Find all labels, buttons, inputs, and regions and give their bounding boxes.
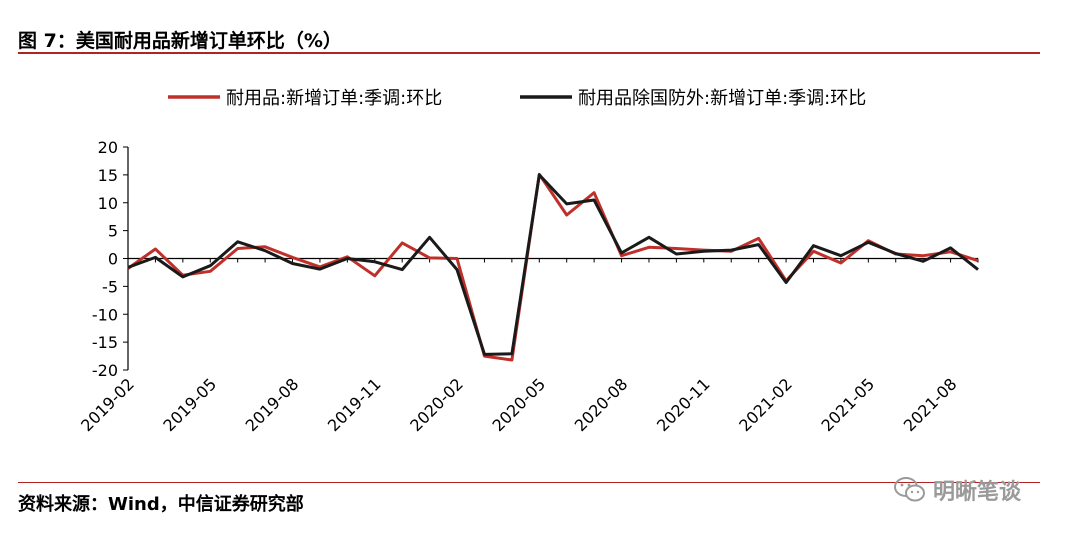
x-tick-label: 2020-11: [653, 374, 714, 435]
x-tick-label: 2019-08: [242, 374, 303, 435]
source-note: 资料来源：Wind，中信证券研究部: [18, 494, 304, 515]
y-tick-label: -15: [92, 333, 118, 352]
x-tick-label: 2021-05: [818, 374, 879, 435]
axes: -20 -15 -10 -5 0 5 10 15 20 2019-02 2019-05 2019-08…: [77, 138, 979, 435]
x-tick-label: 2019-11: [324, 374, 385, 435]
y-tick-label: -5: [102, 277, 118, 296]
x-tick-label: 2020-08: [571, 374, 632, 435]
title-divider: [18, 52, 1040, 54]
series-lines: [127, 172, 979, 362]
footer-divider: [18, 482, 1040, 483]
series-line-2: [127, 173, 979, 356]
y-tick-label: 10: [98, 194, 118, 213]
y-tick-label: -20: [92, 361, 118, 380]
legend-label-2: 耐用品除国防外:新增订单:季调:环比: [578, 88, 866, 109]
watermark-text: 明晰笔谈: [933, 480, 1022, 505]
chart-title: 图 7：美国耐用品新增订单环比（%）: [18, 30, 342, 52]
x-tick-label: 2019-02: [77, 374, 138, 435]
y-tick-label: 15: [98, 166, 118, 185]
legend-label-1: 耐用品:新增订单:季调:环比: [226, 88, 442, 109]
legend: 耐用品:新增订单:季调:环比 耐用品除国防外:新增订单:季调:环比: [168, 88, 866, 109]
wechat-icon: [894, 477, 925, 502]
line-chart: 耐用品:新增订单:季调:环比 耐用品除国防外:新增订单:季调:环比 -20-15-…: [77, 88, 979, 435]
x-tick-label: 2020-02: [406, 374, 467, 435]
y-tick-label: 0: [108, 250, 118, 269]
series-line-1: [127, 172, 979, 362]
x-tick-label: 2020-05: [488, 374, 549, 435]
y-tick-label: 20: [98, 138, 118, 157]
y-tick-label: -10: [92, 305, 118, 324]
watermark: 明晰笔谈: [893, 472, 1021, 508]
y-tick-label: 5: [108, 222, 118, 241]
x-tick-label: 2021-02: [735, 374, 796, 435]
x-tick-label: 2021-08: [900, 374, 961, 435]
x-tick-label: 2019-05: [159, 374, 220, 435]
